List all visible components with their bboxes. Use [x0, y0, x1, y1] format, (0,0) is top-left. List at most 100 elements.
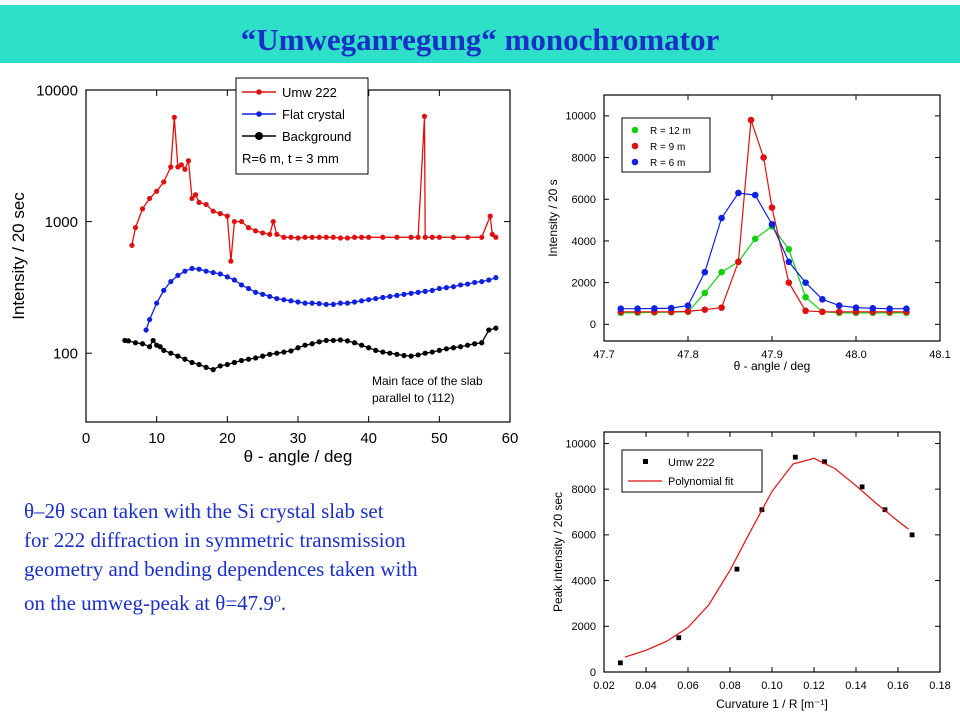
chart1-point	[408, 353, 414, 359]
chart1-point	[139, 206, 146, 212]
chart1-point	[274, 350, 280, 356]
chart1-point	[443, 285, 449, 291]
chart1-point	[281, 349, 287, 355]
chart3-legend-label: Polynomial fit	[668, 476, 733, 488]
chart1-point	[344, 235, 351, 241]
chart1-point	[380, 294, 386, 301]
chart1-point	[231, 359, 237, 366]
chart2-ytick-label: 10000	[565, 111, 596, 123]
chart1-point	[359, 298, 365, 304]
chart2-point	[684, 302, 692, 309]
chart2-point	[768, 204, 776, 211]
chart1-point	[150, 337, 156, 344]
caption-line-4-text: on the umweg-peak at θ=47.9	[24, 591, 274, 615]
chart1-point	[366, 234, 372, 240]
chart1-point	[421, 113, 428, 120]
chart1-point	[489, 231, 495, 237]
chart1-point	[337, 235, 343, 241]
chart2-point	[701, 268, 709, 276]
chart2-xlabel: θ - angle / deg	[734, 359, 811, 373]
caption-line-4: on the umweg-peak at θ=47.9o.	[24, 584, 544, 618]
chart1-legend-marker	[255, 132, 263, 140]
chart1-point	[487, 213, 493, 219]
chart1-point	[316, 301, 322, 307]
chart1-point	[493, 234, 499, 240]
chart2-point	[747, 116, 755, 124]
chart1-point	[217, 271, 223, 277]
chart1-point	[316, 234, 322, 240]
chart1-point	[168, 164, 174, 170]
chart1-point	[436, 347, 442, 354]
chart3-legend-marker	[643, 459, 648, 464]
chart1-point	[210, 367, 216, 373]
chart1-point	[210, 269, 216, 276]
chart3-point	[676, 635, 682, 641]
chart2-point	[718, 268, 725, 276]
chart1-point	[147, 316, 153, 323]
chart1-xtick-label: 50	[431, 430, 448, 447]
chart2-legend-label: R = 9 m	[650, 142, 685, 153]
chart1-point	[175, 272, 181, 279]
page-title: “Umweganregung“ monochromator	[240, 22, 720, 57]
chart1-point	[486, 277, 492, 283]
chart3-point	[909, 532, 915, 538]
chart1-point	[203, 364, 209, 370]
chart1-ytick-label: 100	[53, 345, 78, 362]
chart1-point	[196, 266, 202, 272]
chart1-point	[288, 298, 294, 304]
chart2-point	[802, 279, 809, 286]
chart1-point	[238, 282, 245, 288]
chart1-legend-marker	[256, 89, 262, 95]
chart3-xtick-label: 0.16	[887, 680, 908, 692]
chart1-point	[168, 350, 174, 356]
chart1-point	[344, 300, 351, 306]
chart3-xtick-label: 0.14	[845, 680, 866, 692]
chart2-point	[802, 293, 809, 301]
title-bar	[0, 5, 960, 63]
chart1-point	[344, 338, 351, 344]
chart1-ytick-label: 10000	[36, 82, 78, 99]
chart1-point	[422, 234, 428, 240]
chart1-point	[422, 350, 428, 356]
chart2-legend-label: R = 12 m	[650, 126, 691, 137]
chart3-xtick-label: 0.10	[761, 680, 782, 692]
chart1-point	[465, 281, 471, 287]
chart2-xtick-label: 47.7	[593, 349, 614, 361]
chart2-ytick-label: 6000	[572, 194, 596, 206]
chart1-point	[189, 195, 195, 202]
chart1-point	[373, 295, 379, 302]
chart1-point	[295, 299, 301, 305]
chart1-point	[450, 345, 457, 351]
chart1-point	[267, 351, 273, 357]
chart2-legend-marker	[631, 158, 639, 166]
chart2-point	[819, 296, 826, 303]
chart1-point	[415, 234, 421, 240]
chart1-point	[429, 287, 435, 294]
chart2-series-line	[620, 192, 907, 310]
chart1-point	[182, 356, 188, 362]
chart1-point	[129, 242, 135, 248]
chart2-point	[651, 305, 658, 312]
chart1-point	[203, 268, 209, 274]
chart2-point	[785, 258, 793, 266]
chart3-ytick-label: 0	[590, 667, 596, 679]
chart1-point	[217, 211, 223, 217]
chart1-point	[429, 349, 435, 355]
chart1-point	[260, 230, 266, 236]
chart1-point	[366, 297, 372, 303]
chart1-point	[260, 291, 266, 297]
chart1-point	[479, 278, 485, 285]
chart1-point	[479, 340, 485, 346]
chart2-point	[819, 308, 826, 316]
chart1-point	[295, 345, 301, 351]
chart1-point	[330, 301, 336, 307]
chart1-point	[387, 350, 393, 356]
chart1-ytick-label: 1000	[45, 214, 78, 231]
chart1-point	[493, 275, 499, 281]
chart1-point	[394, 351, 400, 357]
chart2-point	[768, 220, 776, 228]
chart1-xtick-label: 0	[82, 430, 90, 447]
chart1-point	[274, 231, 280, 237]
chart2-point	[735, 189, 742, 197]
chart3-xlabel: Curvature 1 / R [m⁻¹]	[716, 697, 828, 711]
